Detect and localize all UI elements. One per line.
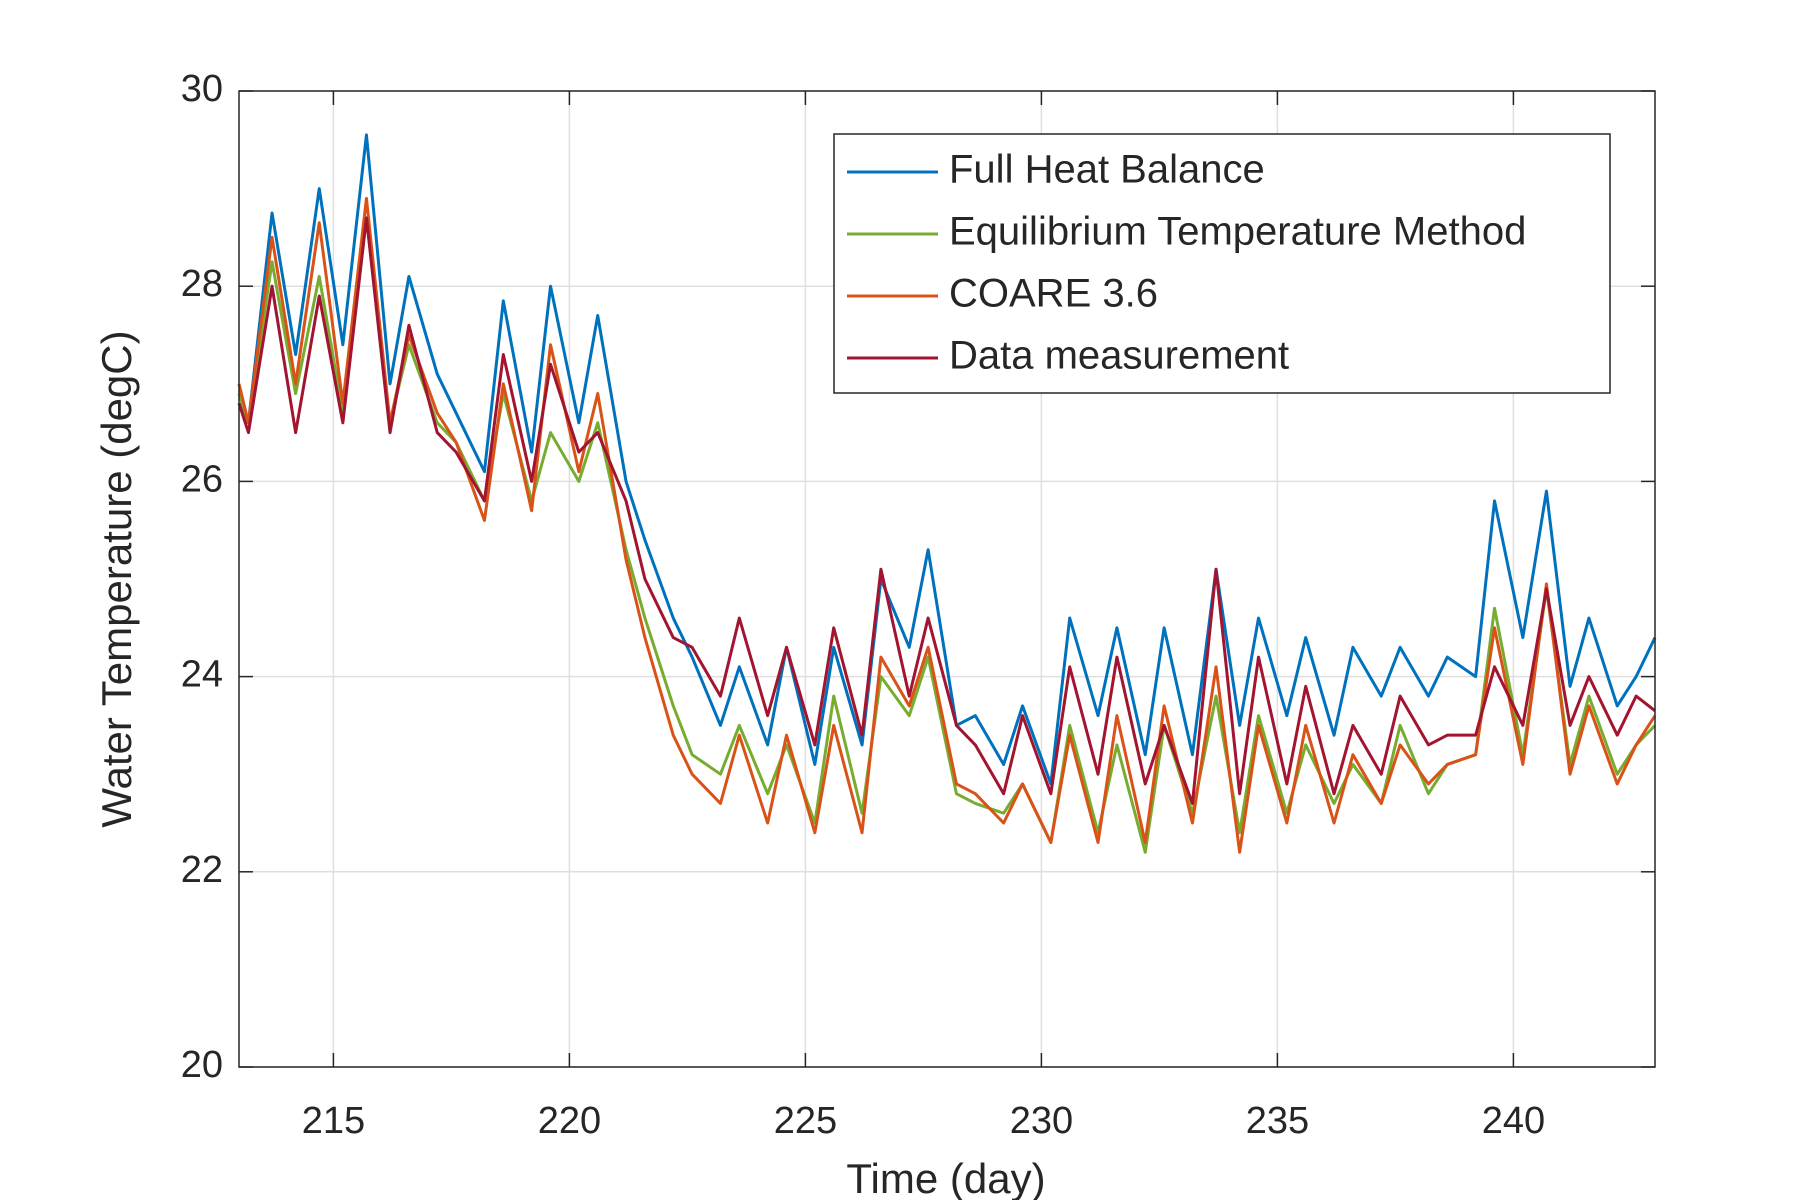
y-axis-label: Water Temperature (degC) [93, 330, 140, 827]
y-tick-label: 20 [181, 1044, 223, 1086]
axes-box [238, 90, 1656, 1068]
legend-label: Full Heat Balance [949, 148, 1265, 192]
legend-label: Equilibrium Temperature Method [949, 210, 1526, 254]
x-tick-label: 230 [1010, 1100, 1073, 1142]
y-tick-label: 26 [181, 458, 223, 500]
x-tick-label: 220 [538, 1100, 601, 1142]
legend-box [833, 133, 1611, 394]
x-tick-label: 215 [302, 1100, 365, 1142]
series-line [237, 196, 1657, 854]
x-tick-label: 235 [1246, 1100, 1309, 1142]
y-tick-label: 28 [181, 263, 223, 305]
x-tick-label: 225 [774, 1100, 837, 1142]
legend-label: COARE 3.6 [949, 272, 1158, 316]
series-line [237, 216, 1656, 805]
legend-label: Data measurement [949, 334, 1289, 378]
y-tick-label: 22 [181, 849, 223, 891]
y-tick-label: 30 [181, 68, 223, 110]
y-tick-label: 24 [181, 654, 223, 696]
x-axis-label: Time (day) [846, 1155, 1045, 1200]
x-tick-label: 240 [1482, 1100, 1545, 1142]
series-line [237, 133, 1657, 786]
